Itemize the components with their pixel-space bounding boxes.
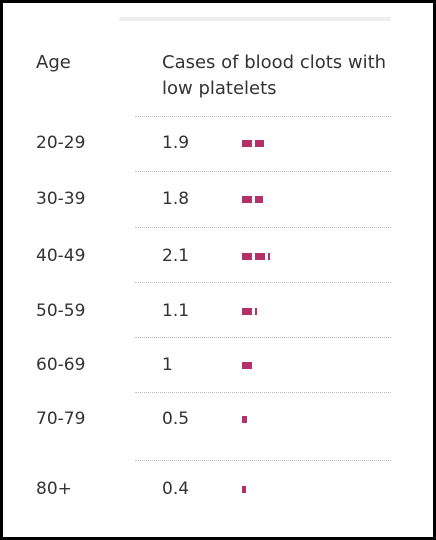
top-bar [119,17,391,21]
unit-square [242,485,246,493]
unit-bars [242,361,252,369]
age-label: 80+ [36,479,72,499]
unit-bars [242,139,264,147]
unit-square [242,195,252,203]
value-label: 1 [162,355,173,375]
value-label: 1.1 [162,301,190,321]
unit-square [242,361,252,369]
age-label: 60-69 [36,355,86,375]
unit-bars [242,307,257,315]
unit-bars [242,195,263,203]
unit-square [242,415,247,423]
unit-bars [242,485,246,493]
unit-square [242,307,252,315]
unit-square [242,252,252,260]
age-label: 30-39 [36,189,86,209]
separator [135,171,391,172]
age-label: 50-59 [36,301,86,321]
separator [135,282,391,283]
unit-square [242,139,252,147]
unit-square [255,252,265,260]
unit-bars [242,252,270,260]
age-label: 40-49 [36,246,86,266]
value-label: 0.4 [162,479,190,499]
value-label: 0.5 [162,409,190,429]
value-label: 1.9 [162,133,190,153]
value-label: 2.1 [162,246,190,266]
column-header: Age [36,52,71,73]
separator [135,337,391,338]
separator [135,227,391,228]
unit-square [255,307,257,315]
value-label: 1.8 [162,189,190,209]
unit-bars [242,415,247,423]
unit-square [255,195,263,203]
column-header: Cases of blood clots with low platelets [162,52,387,99]
age-label: 20-29 [36,133,86,153]
separator [135,460,391,461]
age-label: 70-79 [36,409,86,429]
unit-square [268,252,270,260]
separator [135,392,391,393]
unit-square [255,139,264,147]
separator [135,116,391,117]
